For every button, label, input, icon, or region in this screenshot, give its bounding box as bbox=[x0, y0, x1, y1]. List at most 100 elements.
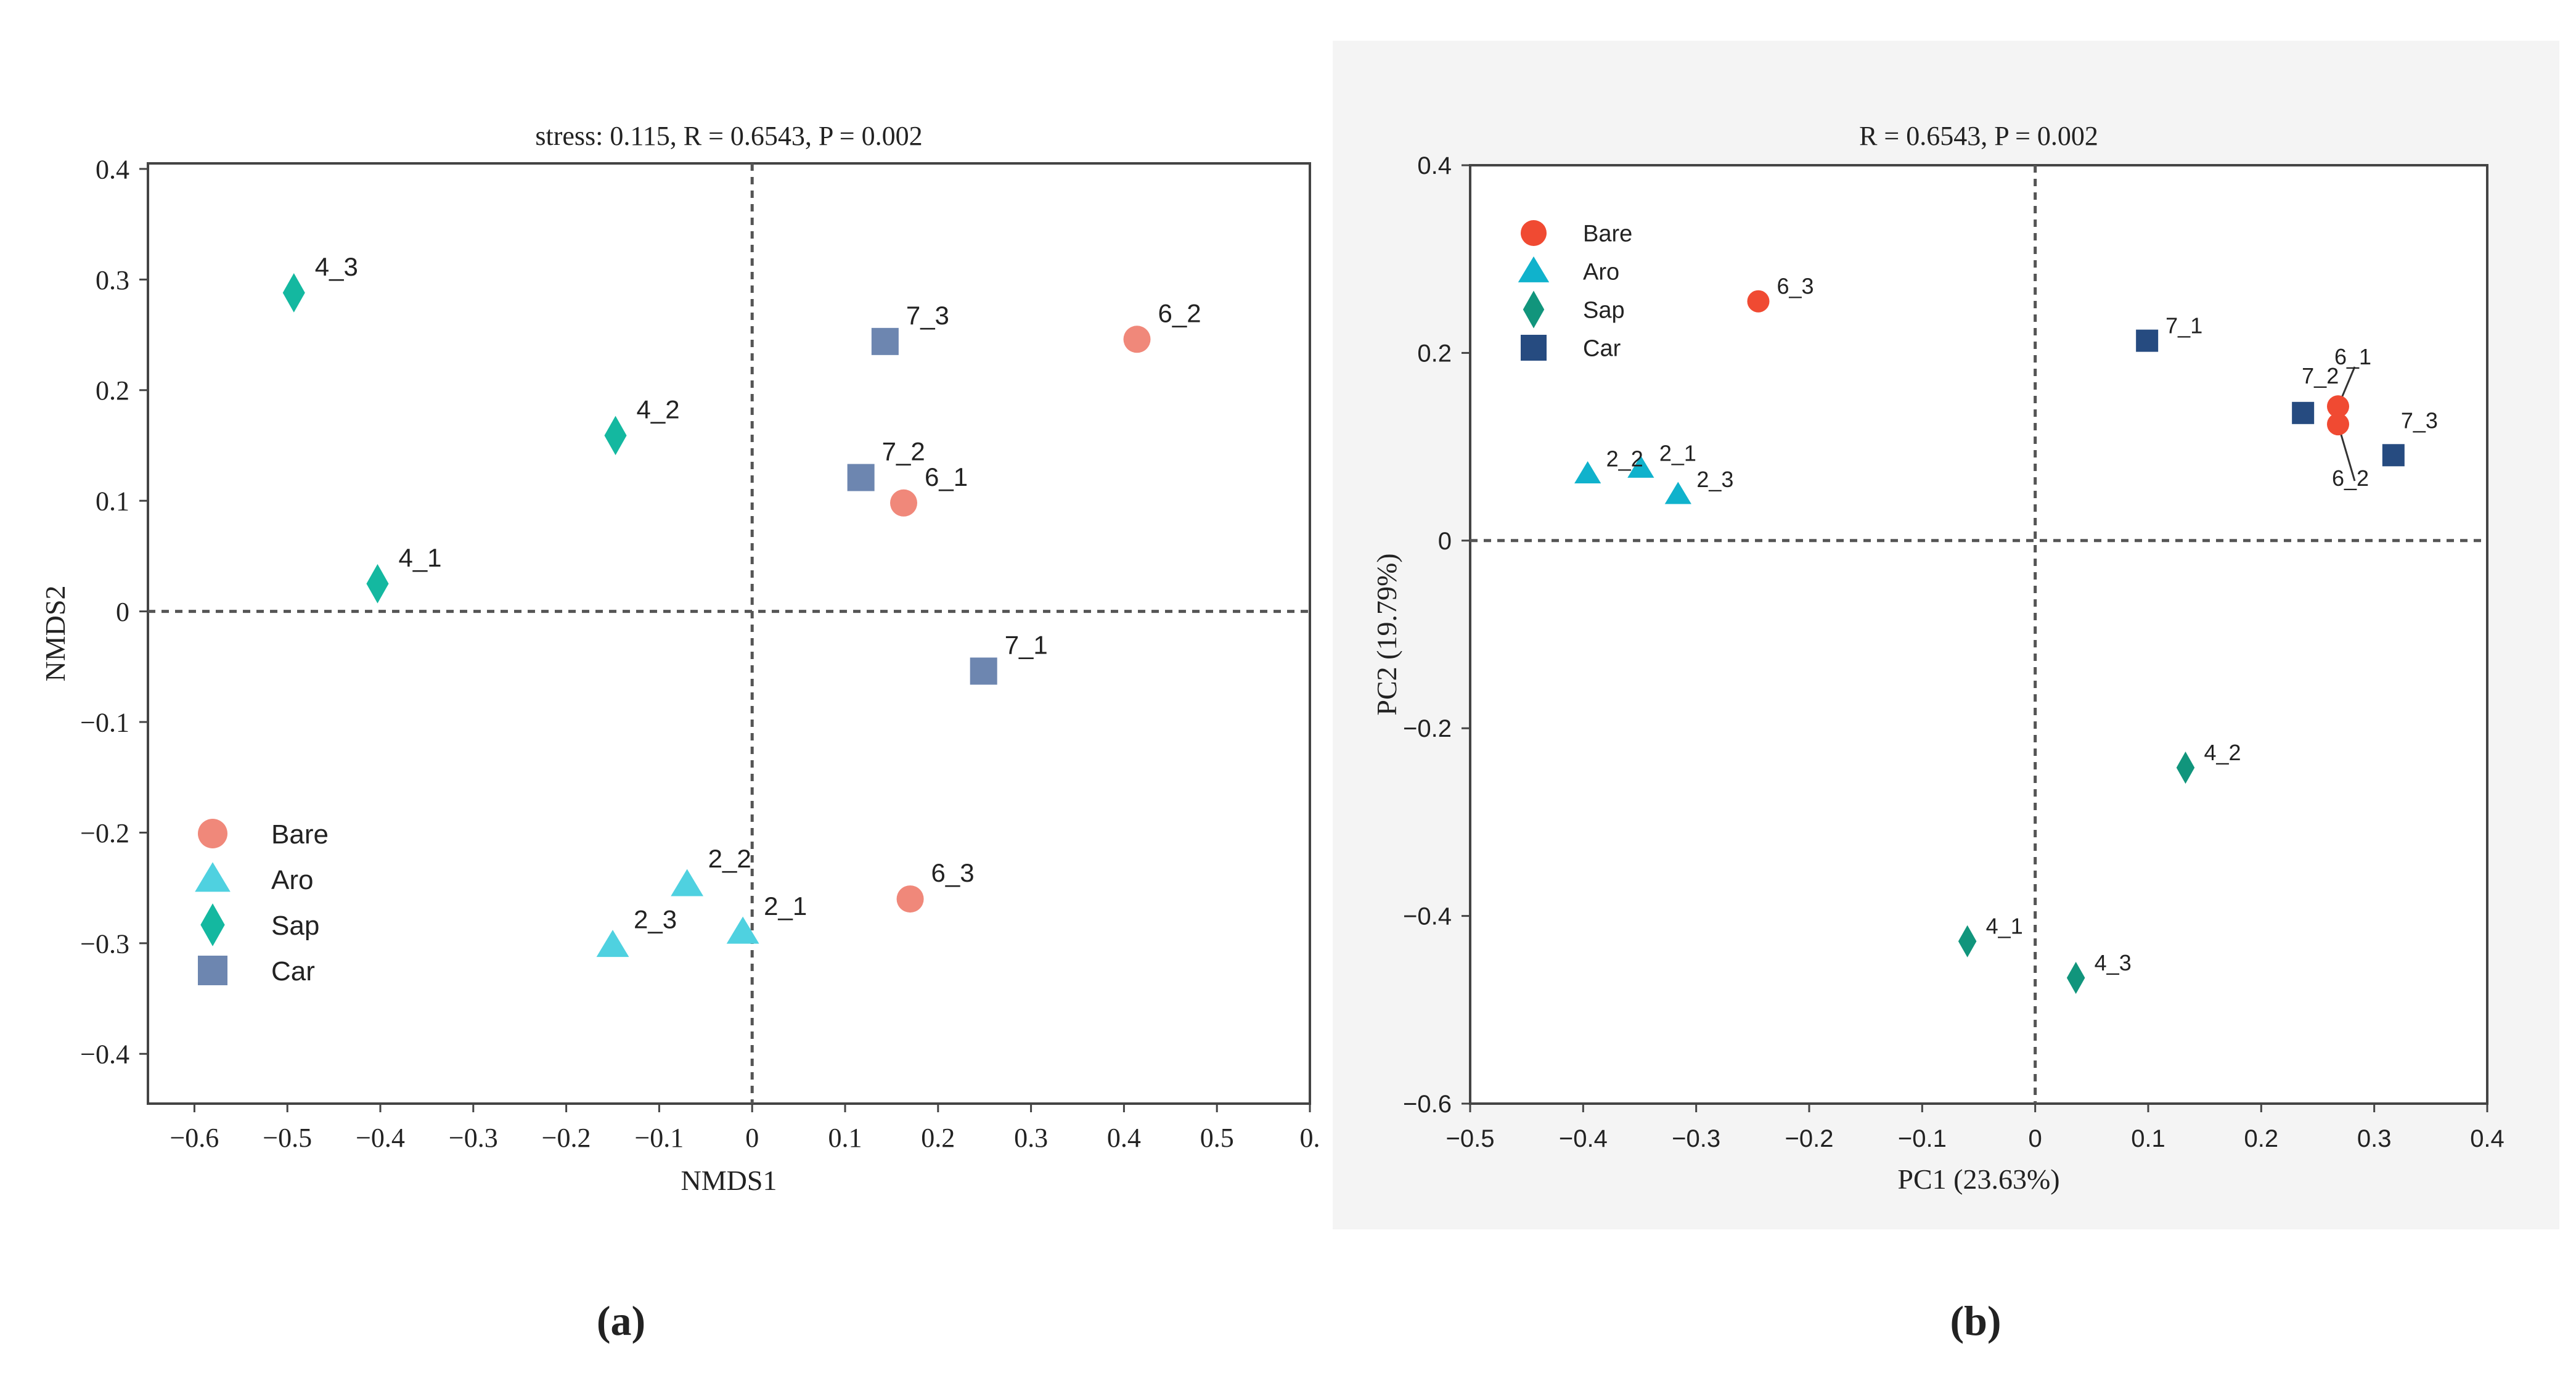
point-label: 2_3 bbox=[634, 904, 677, 933]
chart-panel-a: −0.6 −0.5 −0.4 −0.3 −0.2 −0.1 0 0.1 0.2 0.3 0.4 0.5… bbox=[39, 121, 1320, 1344]
point-label: 6_2 bbox=[1158, 298, 1201, 327]
y-tick-label: −0.1 bbox=[80, 707, 129, 737]
x-tick-label: 0.3 bbox=[2357, 1125, 2392, 1152]
x-tick-label: 0.4 bbox=[1107, 1123, 1141, 1153]
chart-title: stress: 0.115, R = 0.6543, P = 0.002 bbox=[535, 121, 922, 151]
y-axis-label: NMDS2 bbox=[39, 586, 71, 682]
legend-marker-car bbox=[198, 956, 227, 985]
point-label: 2_1 bbox=[1659, 441, 1696, 466]
y-tick-label: 0 bbox=[1438, 528, 1452, 555]
point-label: 4_2 bbox=[2204, 740, 2241, 765]
legend-label: Bare bbox=[271, 819, 329, 850]
x-axis-label: PC1 (23.63%) bbox=[1897, 1163, 2059, 1195]
point-sap-4_1 bbox=[366, 564, 389, 604]
y-tick-label: −0.4 bbox=[80, 1040, 129, 1070]
y-tick-label: 0.2 bbox=[96, 375, 129, 406]
point-label: 6_3 bbox=[931, 858, 975, 887]
point-label: 4_1 bbox=[1986, 914, 2023, 939]
point-label: 2_1 bbox=[764, 892, 807, 921]
x-tick-label: −0.1 bbox=[1898, 1125, 1947, 1152]
y-tick-label: −0.6 bbox=[1403, 1091, 1452, 1118]
point-label: 6_2 bbox=[2332, 465, 2369, 491]
point-label: 2_3 bbox=[1696, 467, 1733, 492]
y-tick-label: 0.2 bbox=[1417, 340, 1452, 367]
point-label: 7_3 bbox=[906, 301, 949, 330]
legend: Bare Aro Sap Car bbox=[1518, 220, 1632, 362]
point-label: 2_2 bbox=[1606, 446, 1643, 472]
y-tick-label: −0.3 bbox=[80, 929, 129, 959]
x-tick-label: 0.2 bbox=[921, 1123, 955, 1153]
legend: Bare Aro Sap Car bbox=[195, 819, 329, 986]
legend-label: Bare bbox=[1583, 221, 1632, 247]
y-tick-label: 0.4 bbox=[1417, 152, 1452, 179]
point-car-7_3 bbox=[871, 327, 899, 355]
x-tick-label: 0.5 bbox=[1200, 1123, 1234, 1153]
chart-panel-b: −0.5 −0.4 −0.3 −0.2 −0.1 0 0.1 0.2 0.3 0.4 0.4 0.2 0… bbox=[1371, 121, 2504, 1344]
point-label: 7_1 bbox=[1005, 631, 1048, 660]
point-car-7_1 bbox=[970, 657, 997, 685]
x-tick-label: 0 bbox=[745, 1123, 759, 1153]
point-label: 7_1 bbox=[2165, 313, 2202, 338]
point-bare-6_3 bbox=[896, 885, 924, 913]
point-label: 6_1 bbox=[925, 462, 968, 491]
legend-marker-bare bbox=[1521, 220, 1547, 246]
point-car-7_2 bbox=[2292, 401, 2315, 424]
x-tick-label: −0.3 bbox=[449, 1123, 498, 1153]
point-label: 2_2 bbox=[708, 844, 751, 873]
y-tick-label: 0.4 bbox=[96, 154, 129, 184]
plot-frame bbox=[147, 162, 1311, 1105]
point-sap-4_2 bbox=[2176, 752, 2195, 784]
point-label: 7_2 bbox=[2302, 363, 2339, 388]
y-tick-label: −0.4 bbox=[1403, 903, 1452, 930]
point-aro-2_2 bbox=[1574, 461, 1601, 484]
x-tick-label: −0.3 bbox=[1672, 1125, 1720, 1152]
legend-label: Sap bbox=[271, 911, 319, 941]
point-label: 4_2 bbox=[637, 395, 680, 424]
y-tick-label: 0.3 bbox=[96, 265, 129, 295]
legend-marker-aro bbox=[195, 862, 231, 892]
chart-title: R = 0.6543, P = 0.002 bbox=[1859, 121, 2098, 151]
x-tick-label: 0 bbox=[2029, 1125, 2042, 1152]
x-tick-label: −0.1 bbox=[634, 1123, 684, 1153]
x-tick-label: −0.6 bbox=[170, 1123, 219, 1153]
legend-marker-car bbox=[1521, 335, 1547, 361]
point-sap-4_3 bbox=[2066, 961, 2085, 994]
x-tick-label: −0.5 bbox=[263, 1123, 312, 1153]
point-car-7_2 bbox=[847, 464, 875, 491]
panel-label: (b) bbox=[1950, 1297, 2001, 1344]
point-car-7_1 bbox=[2136, 329, 2159, 352]
y-tick-label: 0.1 bbox=[96, 486, 129, 517]
point-bare-6_2 bbox=[1123, 326, 1151, 353]
point-sap-4_2 bbox=[604, 416, 627, 456]
point-bare-6_2 bbox=[2327, 413, 2349, 436]
legend-label: Car bbox=[1583, 336, 1621, 362]
point-label: 4_3 bbox=[2095, 950, 2132, 975]
y-tick-label: −0.2 bbox=[80, 818, 129, 848]
x-tick-label: 0.4 bbox=[2470, 1125, 2504, 1152]
x-tick-label: −0.4 bbox=[1559, 1125, 1608, 1152]
panel-label: (a) bbox=[597, 1297, 645, 1344]
x-tick-label: 0. bbox=[1300, 1123, 1320, 1153]
x-tick-label: −0.4 bbox=[356, 1123, 405, 1153]
y-tick-label: 0 bbox=[116, 597, 129, 627]
point-aro-2_3 bbox=[596, 930, 629, 957]
legend-marker-bare bbox=[198, 819, 227, 848]
x-tick-label: −0.5 bbox=[1446, 1125, 1495, 1152]
point-label: 6_1 bbox=[2334, 344, 2371, 369]
point-label: 6_3 bbox=[1777, 274, 1814, 299]
legend-label: Sap bbox=[1583, 298, 1625, 324]
point-bare-6_1 bbox=[2327, 395, 2349, 418]
point-label: 7_3 bbox=[2401, 408, 2438, 433]
legend-label: Aro bbox=[271, 865, 313, 895]
point-aro-2_3 bbox=[1664, 482, 1691, 504]
y-tick-label: −0.2 bbox=[1403, 715, 1452, 742]
point-car-7_3 bbox=[2382, 444, 2405, 467]
x-tick-label: 0.1 bbox=[2131, 1125, 2165, 1152]
x-tick-label: 0.1 bbox=[828, 1123, 862, 1153]
point-aro-2_2 bbox=[671, 869, 704, 896]
point-aro-2_1 bbox=[1627, 455, 1654, 478]
x-tick-label: −0.2 bbox=[1785, 1125, 1834, 1152]
x-axis-label: NMDS1 bbox=[681, 1165, 777, 1196]
legend-marker-sap bbox=[1523, 290, 1545, 329]
